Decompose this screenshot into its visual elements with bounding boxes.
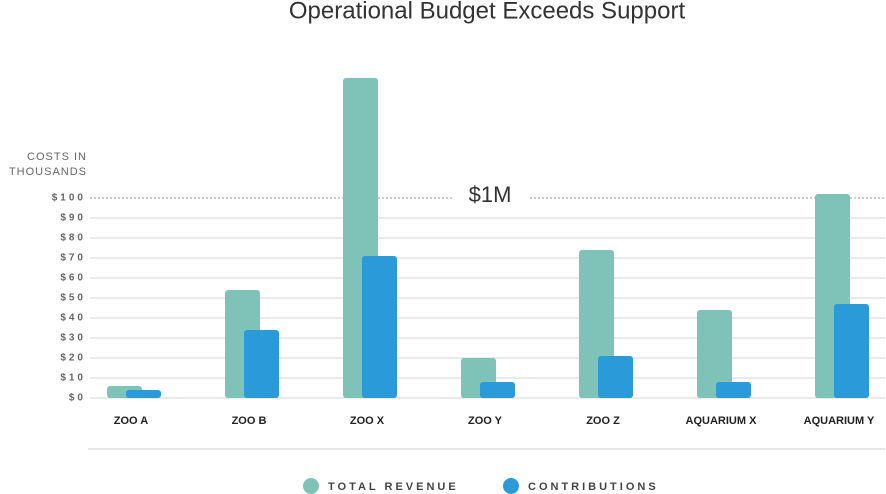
x-tick-label: ZOO Z <box>586 415 620 427</box>
y-tick-label: $10 <box>60 373 86 384</box>
bar <box>126 390 161 398</box>
y-tick-label: $100 <box>52 193 86 204</box>
legend-marker <box>303 478 319 494</box>
y-tick-label: $70 <box>60 253 86 264</box>
bar <box>598 356 633 398</box>
y-tick-label: $30 <box>60 333 86 344</box>
bar <box>244 330 279 398</box>
y-tick-label: $20 <box>60 353 86 364</box>
x-tick-label: ZOO Y <box>468 415 503 427</box>
x-tick-label: ZOO A <box>114 415 148 427</box>
annotation-bg <box>452 184 528 212</box>
bar <box>480 382 515 398</box>
legend-label: TOTAL REVENUE <box>328 481 459 493</box>
bar <box>697 310 732 398</box>
y-tick-label: $0 <box>69 393 86 404</box>
y-tick-label: $80 <box>60 233 86 244</box>
y-axis-label: THOUSANDS <box>9 166 87 178</box>
chart-title: Operational Budget Exceeds Support <box>289 0 686 24</box>
x-tick-label: ZOO B <box>232 415 267 427</box>
legend-marker <box>503 478 519 494</box>
bar <box>716 382 751 398</box>
bar <box>834 304 869 398</box>
y-tick-label: $50 <box>60 293 86 304</box>
bar <box>362 256 397 398</box>
y-tick-label: $60 <box>60 273 86 284</box>
y-tick-label: $40 <box>60 313 86 324</box>
x-tick-label: AQUARIUM X <box>686 415 758 427</box>
x-tick-label: AQUARIUM Y <box>804 415 875 427</box>
legend-label: CONTRIBUTIONS <box>528 481 659 493</box>
y-axis-label: COSTS IN <box>27 151 87 163</box>
x-tick-label: ZOO X <box>350 415 385 427</box>
annotation: $1M <box>469 182 512 207</box>
y-tick-label: $90 <box>60 213 86 224</box>
